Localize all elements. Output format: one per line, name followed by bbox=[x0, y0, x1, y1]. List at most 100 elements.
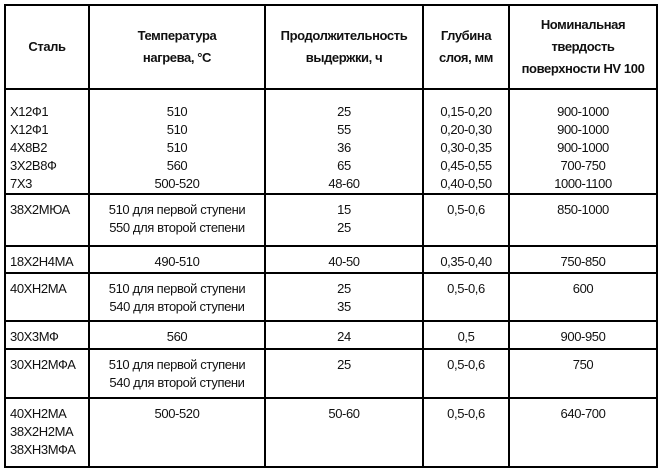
header-line: выдержки, ч bbox=[305, 50, 383, 65]
cell-value: 0,20-0,30 bbox=[440, 122, 492, 137]
cell-hardness: 900-950 bbox=[508, 320, 658, 350]
cell-steel: 38Х2МЮА bbox=[4, 193, 90, 247]
cell-value: 500-520 bbox=[154, 176, 200, 191]
cell-depth: 0,35-0,40 bbox=[422, 245, 510, 274]
cell-temperature: 510 510 510 560 500-520 bbox=[88, 88, 266, 195]
cell-duration: 50-60 bbox=[264, 397, 424, 468]
cell-value: 3Х2В8Ф bbox=[10, 158, 57, 173]
cell-hardness: 750-850 bbox=[508, 245, 658, 274]
cell-depth: 0,5 bbox=[422, 320, 510, 350]
cell-value: 25 bbox=[337, 104, 351, 119]
cell-value: 40ХН2МА bbox=[10, 281, 67, 296]
header-duration: Продолжительность выдержки, ч bbox=[264, 4, 424, 90]
cell-duration: 25 55 36 65 48-60 bbox=[264, 88, 424, 195]
cell-value: 850-1000 bbox=[557, 202, 609, 217]
cell-value: 0,5 bbox=[457, 329, 475, 344]
cell-temperature: 510 для первой ступени 540 для второй сту… bbox=[88, 272, 266, 322]
cell-steel: 30ХН2МФА bbox=[4, 348, 90, 399]
cell-hardness: 850-1000 bbox=[508, 193, 658, 247]
cell-value: 35 bbox=[337, 299, 351, 314]
cell-temperature: 510 для первой ступени 540 для второй сту… bbox=[88, 348, 266, 399]
cell-value: 510 для первой ступени bbox=[108, 357, 246, 372]
cell-hardness: 900-1000 900-1000 900-1000 700-750 1000-1100 bbox=[508, 88, 658, 195]
header-temperature: Температура нагрева, °С bbox=[88, 4, 266, 90]
header-line: нагрева, °С bbox=[142, 50, 212, 65]
cell-value: Х12Ф1 bbox=[10, 122, 49, 137]
header-line: Температура bbox=[137, 28, 217, 43]
cell-depth: 0,5-0,6 bbox=[422, 272, 510, 322]
cell-value: 560 bbox=[166, 158, 188, 173]
cell-value: 900-950 bbox=[560, 329, 606, 344]
cell-duration: 24 bbox=[264, 320, 424, 350]
header-line: Сталь bbox=[28, 39, 66, 54]
cell-value: 25 bbox=[337, 220, 351, 235]
cell-temperature: 560 bbox=[88, 320, 266, 350]
table-row: 38Х2МЮА 510 для первой ступени 550 для вто… bbox=[4, 193, 658, 247]
header-hardness: Номинальная твердость поверхности HV 100 bbox=[508, 4, 658, 90]
cell-hardness: 750 bbox=[508, 348, 658, 399]
cell-value: 510 bbox=[166, 122, 188, 137]
cell-value: 0,5-0,6 bbox=[447, 202, 485, 217]
table-row: 30ХН2МФА 510 для первой ступени 540 для вт… bbox=[4, 348, 658, 399]
cell-hardness: 600 bbox=[508, 272, 658, 322]
cell-value: 500-520 bbox=[154, 406, 200, 421]
nitriding-table: Сталь Температура нагрева, °С Продолжительн… bbox=[4, 4, 658, 468]
cell-value: 0,35-0,40 bbox=[440, 254, 492, 269]
cell-value: 900-1000 bbox=[557, 140, 609, 155]
table-row: Х12Ф1 Х12Ф1 4Х8В2 3Х2В8Ф 7Х3 510 510 510 560 500-… bbox=[4, 88, 658, 195]
cell-value: 18Х2Н4МА bbox=[10, 254, 74, 269]
header-line: поверхности HV 100 bbox=[521, 61, 645, 76]
cell-value: 0,30-0,35 bbox=[440, 140, 492, 155]
cell-value: 38ХН3МФА bbox=[10, 442, 76, 457]
table-row: 40ХН2МА 510 для первой ступени 540 для вто… bbox=[4, 272, 658, 322]
cell-value: 510 для первой ступени bbox=[108, 281, 246, 296]
cell-value: 560 bbox=[166, 329, 188, 344]
cell-value: 1000-1100 bbox=[554, 176, 612, 191]
cell-value: 550 для второй степени bbox=[109, 220, 245, 235]
cell-steel: Х12Ф1 Х12Ф1 4Х8В2 3Х2В8Ф 7Х3 bbox=[4, 88, 90, 195]
cell-temperature: 500-520 bbox=[88, 397, 266, 468]
cell-steel: 40ХН2МА 38Х2Н2МА 38ХН3МФА bbox=[4, 397, 90, 468]
header-line: твердость bbox=[551, 39, 615, 54]
cell-duration: 15 25 bbox=[264, 193, 424, 247]
cell-value: 40ХН2МА bbox=[10, 406, 67, 421]
table-row: 18Х2Н4МА 490-510 40-50 0,35-0,40 750-850 bbox=[4, 245, 658, 274]
cell-temperature: 490-510 bbox=[88, 245, 266, 274]
cell-value: 40-50 bbox=[328, 254, 360, 269]
cell-value: 900-1000 bbox=[557, 104, 609, 119]
header-line: Продолжительность bbox=[280, 28, 408, 43]
cell-value: 55 bbox=[337, 122, 351, 137]
cell-value: 30Х3МФ bbox=[10, 329, 59, 344]
cell-value: 490-510 bbox=[154, 254, 200, 269]
cell-value: 510 для первой ступени bbox=[108, 202, 246, 217]
cell-value: 0,5-0,6 bbox=[447, 406, 485, 421]
header-steel: Сталь bbox=[4, 4, 90, 90]
cell-value: 15 bbox=[337, 202, 351, 217]
cell-value: 510 bbox=[166, 104, 188, 119]
cell-value: 24 bbox=[337, 329, 351, 344]
cell-value: 540 для второй ступени bbox=[109, 375, 245, 390]
cell-value: Х12Ф1 bbox=[10, 104, 49, 119]
cell-value: 750-850 bbox=[560, 254, 606, 269]
cell-value: 50-60 bbox=[328, 406, 360, 421]
cell-duration: 25 bbox=[264, 348, 424, 399]
table-row: 30Х3МФ 560 24 0,5 900-950 bbox=[4, 320, 658, 350]
cell-steel: 18Х2Н4МА bbox=[4, 245, 90, 274]
cell-value: 0,45-0,55 bbox=[440, 158, 492, 173]
cell-value: 65 bbox=[337, 158, 351, 173]
cell-value: 38Х2МЮА bbox=[10, 202, 70, 217]
cell-value: 600 bbox=[572, 281, 594, 296]
cell-value: 0,5-0,6 bbox=[447, 281, 485, 296]
cell-temperature: 510 для первой ступени 550 для второй сте… bbox=[88, 193, 266, 247]
header-line: слоя, мм bbox=[439, 50, 493, 65]
cell-value: 30ХН2МФА bbox=[10, 357, 76, 372]
cell-duration: 25 35 bbox=[264, 272, 424, 322]
cell-steel: 40ХН2МА bbox=[4, 272, 90, 322]
header-line: Номинальная bbox=[540, 17, 626, 32]
cell-value: 4Х8В2 bbox=[10, 140, 48, 155]
cell-value: 0,5-0,6 bbox=[447, 357, 485, 372]
cell-value: 48-60 bbox=[328, 176, 360, 191]
cell-value: 7Х3 bbox=[10, 176, 32, 191]
cell-value: 640-700 bbox=[560, 406, 606, 421]
cell-value: 540 для второй ступени bbox=[109, 299, 245, 314]
